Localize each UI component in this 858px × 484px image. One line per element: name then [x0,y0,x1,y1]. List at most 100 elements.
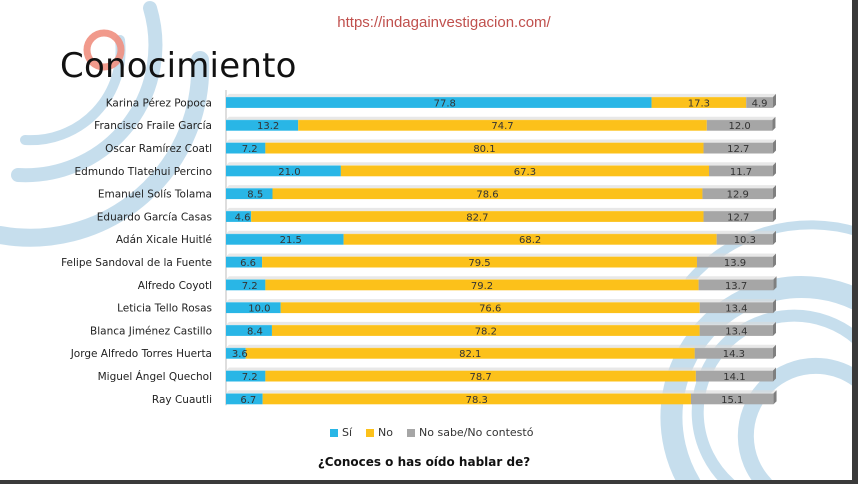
bar-end-face [772,116,776,131]
data-label-no-sabe: 13.4 [725,304,747,315]
bar-segment-si [226,188,273,200]
deco-red-ring [83,29,125,71]
data-label-no: 80.1 [473,144,495,155]
bar-top-face [226,162,776,166]
bar-top-face [226,344,776,348]
legend-label-no-sabe: No sabe/No contestó [419,426,534,439]
bar-segment-si [226,370,266,382]
category-label: Felipe Sandoval de la Fuente [61,257,212,269]
data-label-no-sabe: 10.3 [734,235,756,246]
bar-segment-no-sabe [695,370,773,382]
data-label-no: 79.5 [468,258,490,269]
data-label-no: 78.7 [469,372,491,383]
data-label-si: 21.0 [278,167,300,178]
bar-top-face [226,321,776,325]
bar-segment-si [226,347,246,359]
bar-top-face [226,185,776,189]
legend-swatch-no [366,428,375,437]
data-label-si: 10.0 [248,304,270,315]
data-label-no-sabe: 12.7 [727,212,749,223]
bar-end-face [773,162,776,177]
bar-segment-si [226,233,344,245]
bar-top-face [226,116,776,120]
bar-segment-no-sabe [702,188,773,200]
data-label-no: 79.2 [471,281,493,292]
data-label-si: 13.2 [257,121,279,132]
data-label-si: 8.4 [247,326,263,337]
bar-end-face [773,139,776,154]
bar-segment-no-sabe [709,165,773,177]
data-label-no-sabe: 12.0 [729,121,751,132]
bar-segment-no [265,279,699,291]
data-label-no: 74.7 [491,121,513,132]
bar-segment-si [226,165,341,177]
data-label-no: 76.6 [479,304,501,315]
category-label: Karina Pérez Popoca [106,97,212,109]
bar-end-face [773,253,776,268]
bar-segment-no [298,119,707,131]
bar-segment-no [271,324,700,336]
data-label-si: 77.8 [434,98,456,109]
bar-top-face [226,93,776,97]
slide-title: Conocimiento [60,46,297,86]
bar-segment-no-sabe [746,96,773,108]
data-label-no: 82.1 [459,349,481,360]
bar-end-face [773,93,776,108]
data-label-si: 6.6 [240,258,256,269]
category-label: Jorge Alfredo Torres Huerta [70,348,212,360]
bar-segment-si [226,142,266,154]
data-label-no-sabe: 13.9 [724,258,746,269]
data-label-no-sabe: 12.9 [727,190,749,201]
bar-top-face [226,139,776,143]
data-label-no-sabe: 11.7 [730,167,752,178]
bar-top-face [226,207,776,211]
data-label-si: 4.6 [235,212,251,223]
deco-arc-bottom-inner [737,357,858,484]
data-label-si: 21.5 [280,235,302,246]
bar-top-face [226,390,777,394]
category-label: Ray Cuautli [152,394,212,406]
bar-segment-no-sabe [699,302,773,314]
data-label-no-sabe: 13.7 [725,281,747,292]
data-label-no-sabe: 13.4 [725,326,747,337]
category-label: Leticia Tello Rosas [117,303,212,315]
bar-segment-no [280,302,700,314]
data-label-no: 82.7 [466,212,488,223]
category-label: Oscar Ramírez Coatl [105,143,212,155]
bar-segment-no-sabe [694,347,773,359]
data-label-no-sabe: 4.9 [752,98,768,109]
deco-arc-top-outer [11,1,163,183]
bar-segment-si [226,119,299,131]
bar-end-face [773,230,776,245]
bar-segment-no [262,393,691,405]
category-label: Emanuel Solís Tolama [98,189,212,201]
bar-segment-no [343,233,717,245]
data-label-no: 78.3 [466,395,488,406]
bar-segment-si [226,279,266,291]
data-label-no: 68.2 [519,235,541,246]
data-label-si: 7.2 [242,281,258,292]
bar-segment-no [245,347,695,359]
bar-end-face [773,207,776,222]
bar-top-face [226,367,776,371]
bar-segment-no [340,165,710,177]
bar-segment-no [265,142,704,154]
bar-segment-si [226,324,272,336]
bar-segment-no-sabe [696,256,773,268]
category-label: Alfredo Coyotl [138,280,212,292]
bar-segment-no-sabe [690,393,774,405]
website-url[interactable]: https://indagainvestigacion.com/ [337,14,551,31]
data-label-si: 6.7 [240,395,256,406]
data-label-no-sabe: 12.7 [727,144,749,155]
bar-segment-no [272,188,703,200]
category-label: Blanca Jiménez Castillo [90,325,212,337]
data-label-no: 67.3 [514,167,536,178]
data-label-si: 8.5 [247,190,263,201]
bar-segment-no [262,256,697,268]
bar-segment-no-sabe [703,210,773,222]
data-label-no-sabe: 14.1 [723,372,745,383]
bar-end-face [773,344,776,359]
legend-swatch-si [330,428,338,437]
